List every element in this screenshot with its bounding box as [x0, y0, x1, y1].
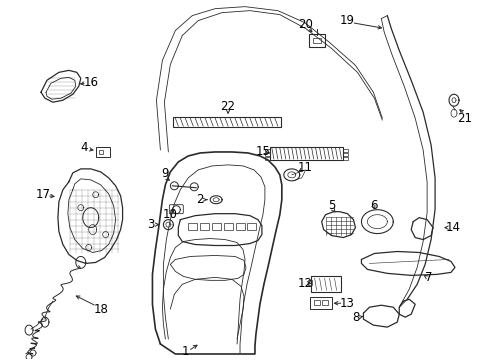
Text: 15: 15: [255, 145, 270, 158]
Text: 10: 10: [163, 208, 178, 221]
Text: 3: 3: [146, 218, 154, 231]
Text: 9: 9: [162, 167, 169, 180]
Text: 16: 16: [83, 76, 98, 89]
Text: 17: 17: [36, 188, 50, 201]
FancyBboxPatch shape: [269, 147, 342, 160]
Text: 7: 7: [425, 271, 432, 284]
Text: 1: 1: [181, 345, 189, 357]
Text: 8: 8: [351, 311, 358, 324]
Text: 22: 22: [220, 100, 235, 113]
Text: 13: 13: [339, 297, 354, 310]
Text: 14: 14: [445, 221, 460, 234]
Text: 18: 18: [93, 303, 108, 316]
Text: 4: 4: [80, 141, 87, 154]
Text: 11: 11: [297, 161, 311, 174]
Text: 6: 6: [370, 199, 377, 212]
Text: 21: 21: [456, 112, 471, 125]
Text: 5: 5: [327, 199, 335, 212]
Text: 20: 20: [298, 18, 312, 31]
Text: 12: 12: [297, 277, 311, 290]
FancyBboxPatch shape: [173, 117, 280, 127]
Text: 19: 19: [339, 14, 354, 27]
Text: 2: 2: [196, 193, 203, 206]
